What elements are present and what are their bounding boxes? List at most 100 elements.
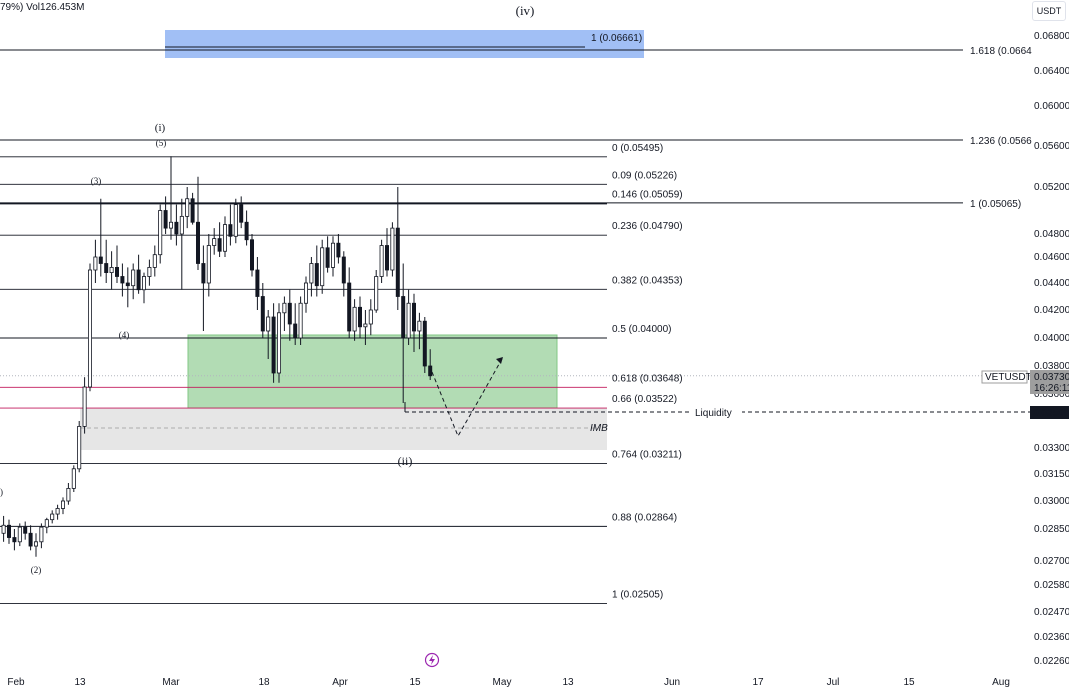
candle-body: [260, 296, 265, 332]
candle-body: [363, 323, 368, 328]
candle-body: [276, 312, 281, 374]
candle-body: [244, 221, 249, 241]
target-zone-blue: [165, 30, 644, 58]
liquidity-price-badge-bg: [1030, 406, 1069, 419]
candle-body: [287, 302, 292, 325]
fib-label: 0.618 (0.03648): [612, 373, 683, 384]
candle-body: [120, 276, 125, 284]
time-axis[interactable]: Feb 13 Mar 18 Apr 15 May 13 Jun 17 Jul 15 Aug: [7, 677, 1010, 688]
candle-body: [185, 198, 190, 217]
time-tick-label: May: [493, 677, 512, 688]
candle-body: [352, 306, 357, 332]
fib-label: 0 (0.05495): [612, 143, 663, 154]
candle-body: [179, 215, 184, 235]
currency-selector[interactable]: USDT: [1032, 1, 1066, 21]
extension-label: 1.236 (0.0566: [970, 136, 1032, 147]
price-tick-label: 0.03600: [1034, 389, 1069, 400]
wave-label: (i): [155, 122, 166, 134]
candle-body: [34, 541, 39, 547]
price-tick-label: 0.04600: [1034, 252, 1069, 263]
wave-label: (4): [119, 330, 130, 340]
candle-body: [206, 245, 211, 284]
candle-body: [66, 487, 71, 502]
demand-zone-green: [187, 334, 558, 409]
extension-label: 1.618 (0.0664: [970, 46, 1032, 57]
wave-label: (2): [31, 565, 42, 575]
price-tick-label: 0.03300: [1034, 443, 1069, 454]
time-tick-label: 18: [258, 677, 270, 688]
time-tick-label: Apr: [332, 677, 348, 688]
fib-label: 0.09 (0.05226): [612, 170, 677, 181]
liquidity-price-value: 0.03500: [1033, 408, 1069, 419]
candle-body: [357, 306, 362, 328]
candle-body: [428, 365, 433, 377]
price-tick-label: 0.02360: [1034, 632, 1069, 643]
time-tick-label: 13: [74, 677, 86, 688]
fib-label: 0.88 (0.02864): [612, 512, 677, 523]
time-tick-label: 15: [409, 677, 421, 688]
candle-body: [39, 526, 44, 543]
candle-body: [82, 386, 87, 427]
last-price-badge-bg: [1030, 370, 1069, 394]
candle-body: [395, 227, 400, 297]
price-axis[interactable]: 0.06800 0.06400 0.06000 0.05600 0.05200 0.048…: [981, 31, 1069, 667]
price-tick-label: 0.03800: [1034, 361, 1069, 372]
candle-body: [1, 524, 6, 534]
candle-body: [336, 242, 341, 258]
candle-body: [104, 263, 109, 273]
candle-body: [136, 269, 141, 291]
candle-body: [330, 242, 335, 268]
target-label: 1 (0.06661): [591, 33, 642, 44]
candle-body: [325, 247, 330, 268]
candle-body: [115, 266, 120, 277]
time-tick-label: 15: [903, 677, 915, 688]
wave-label: ): [0, 487, 3, 497]
price-tick-label: 0.04400: [1034, 278, 1069, 289]
price-tick-label: 0.02850: [1034, 524, 1069, 535]
price-tick-label: 0.04000: [1034, 333, 1069, 344]
liquidity-label: Liquidity: [695, 408, 732, 419]
time-tick-label: 13: [562, 677, 574, 688]
candle-body: [411, 302, 416, 332]
wave-label: (3): [91, 176, 102, 186]
price-tick-label: 0.02700: [1034, 556, 1069, 567]
fib-label: 0.382 (0.04353): [612, 275, 683, 286]
candle-body: [217, 238, 222, 252]
price-tick-label: 0.06800: [1034, 31, 1069, 42]
lightning-icon-bolt: [429, 655, 435, 665]
candle-body: [249, 239, 254, 271]
candle-body: [77, 425, 82, 470]
candle-body: [406, 302, 411, 339]
candle-body: [233, 204, 238, 237]
imbalance-zone: [80, 408, 607, 450]
zones-layer: [80, 30, 644, 450]
price-tick-label: 0.02470: [1034, 607, 1069, 618]
candle-body: [28, 532, 33, 547]
price-tick-label: 0.02260: [1034, 656, 1069, 667]
candle-body: [298, 302, 303, 339]
candle-body: [293, 323, 298, 339]
candle-body: [303, 282, 308, 304]
candle-body: [228, 224, 233, 237]
candle-body: [44, 519, 49, 528]
candle-body: [347, 282, 352, 332]
candle-body: [266, 316, 271, 332]
time-tick-label: Aug: [992, 677, 1010, 688]
price-tick-label: 0.02580: [1034, 580, 1069, 591]
candle-body: [271, 316, 276, 374]
time-tick-label: Feb: [7, 677, 25, 688]
candle-body: [163, 210, 168, 229]
candle-body: [190, 198, 195, 223]
imb-label: IMB: [590, 423, 608, 434]
last-price-value: 0.03730: [1034, 372, 1069, 383]
candle-body: [131, 269, 136, 287]
candle-body: [174, 221, 179, 235]
candle-body: [109, 266, 114, 273]
wave-label: (5): [156, 138, 167, 148]
fib-label: 0.5 (0.04000): [612, 324, 672, 335]
time-tick-label: Jun: [664, 677, 680, 688]
candle-body: [141, 276, 146, 291]
projection-path: [431, 356, 504, 438]
candle-body: [61, 500, 66, 509]
